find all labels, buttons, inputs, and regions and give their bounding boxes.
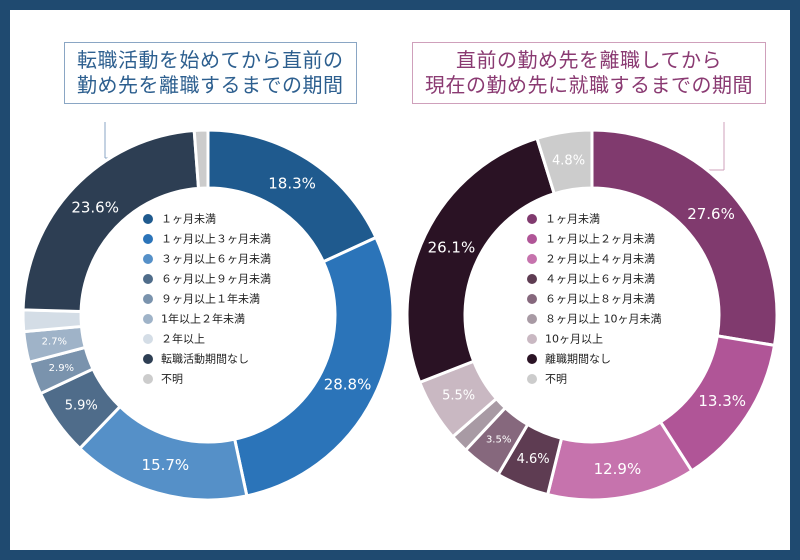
legend-label: ２年以上: [161, 332, 205, 346]
donut-slice: [590, 128, 779, 348]
legend-swatch: [527, 214, 537, 224]
slice-data-label: 3.5%: [486, 434, 511, 445]
legend-swatch: [143, 274, 153, 284]
slice-data-label: 5.9%: [65, 398, 98, 413]
legend-swatch: [143, 374, 153, 384]
legend-label: 転職活動期間なし: [161, 352, 249, 366]
slice-data-label: 26.1%: [428, 238, 476, 256]
legend-label: 不明: [545, 373, 567, 386]
legend-label: １ヶ月以上３ヶ月未満: [161, 233, 271, 246]
slice-data-label: 5.5%: [442, 388, 475, 403]
legend-label: 10ヶ月以上: [545, 333, 603, 346]
legend-label: 1年以上２年未満: [161, 312, 245, 326]
slice-data-label: 27.6%: [687, 205, 735, 223]
legend-label: ９ヶ月以上１年未満: [161, 292, 260, 306]
donut-charts: 18.3% 28.8% 15.7% 5.9% 2.9% 2.7% 23.6% １ヶ月未満 １ヶ月…: [21, 122, 779, 502]
legend-swatch: [527, 334, 537, 344]
legend-swatch: [143, 214, 153, 224]
legend-swatch: [143, 294, 153, 304]
legend-label: ８ヶ月以上 10ヶ月未満: [545, 313, 662, 326]
legend-swatch: [143, 234, 153, 244]
legend-swatch: [527, 314, 537, 324]
legend-swatch: [527, 234, 537, 244]
donut-slice: [232, 235, 395, 498]
legend-swatch: [527, 274, 537, 284]
legend-label: １ヶ月未満: [545, 213, 600, 226]
chart-title-right-line-1: 直前の勤め先を離職してから: [456, 48, 722, 72]
legend-swatch: [143, 334, 153, 344]
legend-swatch: [527, 294, 537, 304]
legend-swatch: [527, 354, 537, 364]
legend-label: ３ヶ月以上６ヶ月未満: [161, 253, 271, 266]
legend-label: ６ヶ月以上８ヶ月未満: [545, 293, 655, 306]
slice-data-label: 4.6%: [517, 452, 550, 467]
slice-data-label: 23.6%: [71, 198, 119, 216]
donut-slice: [535, 128, 594, 196]
legend-label: １ヶ月未満: [161, 213, 216, 226]
legend-swatch: [527, 374, 537, 384]
chart-title-right-line-2: 現在の勤め先に就職するまでの期間: [425, 73, 753, 97]
legend-label: ６ヶ月以上９ヶ月未満: [161, 273, 271, 286]
legend-label: １ヶ月以上２ヶ月未満: [545, 233, 655, 246]
slice-data-label: 15.7%: [142, 456, 190, 474]
donut-slice: [21, 308, 84, 334]
legend-label: 離職期間なし: [545, 352, 611, 366]
chart-title-right: 直前の勤め先を離職してから 現在の勤め先に就職するまでの期間: [412, 42, 766, 104]
legend-swatch: [143, 254, 153, 264]
slice-data-label: 18.3%: [268, 175, 316, 193]
chart-title-left-line-2: 勤め先を離職するまでの期間: [77, 73, 344, 97]
legend-label: ４ヶ月以上６ヶ月未満: [545, 273, 655, 286]
slice-data-label: 13.3%: [698, 392, 746, 410]
slice-data-label: 28.8%: [324, 376, 372, 394]
legend-swatch: [143, 314, 153, 324]
slice-data-label: 2.9%: [49, 363, 74, 374]
donut-slice: [192, 128, 210, 190]
chart-title-left: 転職活動を始めてから直前の 勤め先を離職するまでの期間: [64, 42, 357, 104]
legend-swatch: [527, 254, 537, 264]
slice-data-label: 4.8%: [552, 153, 585, 168]
slice-data-label: 2.7%: [42, 337, 67, 348]
legend-swatch: [143, 354, 153, 364]
legend-label: ２ヶ月以上４ヶ月未満: [545, 253, 655, 266]
legend-label: 不明: [161, 373, 183, 386]
chart-title-left-line-1: 転職活動を始めてから直前の: [77, 48, 344, 72]
slice-data-label: 12.9%: [594, 460, 642, 478]
